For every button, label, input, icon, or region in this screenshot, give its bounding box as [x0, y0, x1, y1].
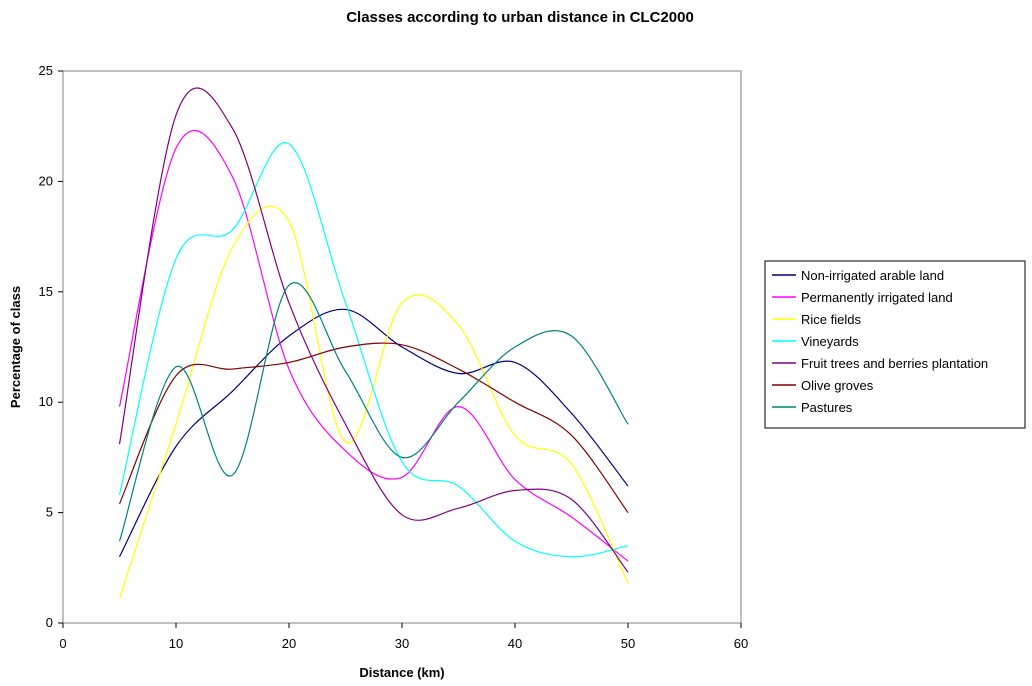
series-line-fruit-trees-and-berries-plantation [118, 87, 629, 573]
y-tick-label: 0 [46, 615, 53, 630]
series-line-pastures [118, 282, 629, 542]
y-tick-label: 5 [46, 505, 53, 520]
y-tick-label: 10 [39, 394, 53, 409]
legend-label-vineyards: Vineyards [801, 334, 859, 349]
series-line-vineyards [118, 142, 629, 558]
x-tick-label: 30 [395, 636, 409, 651]
legend-label-fruit-trees-and-berries-plantation: Fruit trees and berries plantation [801, 356, 988, 371]
x-tick-label: 50 [621, 636, 635, 651]
x-axis: 0 10 20 30 40 50 60 [59, 623, 748, 651]
series-line-rice-fields [118, 205, 629, 599]
y-tick-label: 15 [39, 284, 53, 299]
series-lines [118, 87, 629, 599]
y-tick-label: 25 [39, 63, 53, 78]
x-tick-label: 10 [169, 636, 183, 651]
x-tick-label: 20 [282, 636, 296, 651]
x-tick-label: 40 [508, 636, 522, 651]
legend-label-pastures: Pastures [801, 400, 853, 415]
legend-label-rice-fields: Rice fields [801, 312, 861, 327]
y-axis-title: Percentage of class [8, 286, 23, 408]
chart-title: Classes according to urban distance in C… [346, 9, 694, 26]
legend-label-permanently-irrigated-land: Permanently irrigated land [801, 290, 953, 305]
series-line-permanently-irrigated-land [118, 130, 629, 562]
x-axis-title: Distance (km) [359, 665, 444, 680]
legend-label-olive-groves: Olive groves [801, 378, 874, 393]
y-axis: 0 5 10 15 20 25 [39, 63, 63, 630]
x-tick-label: 0 [59, 636, 66, 651]
y-tick-label: 20 [39, 173, 53, 188]
legend-box [764, 260, 1026, 429]
legend: Non-irrigated arable land Permanently irr… [764, 260, 1026, 429]
legend-label-non-irrigated-arable-land: Non-irrigated arable land [801, 268, 944, 283]
series-line-non-irrigated-arable-land [118, 308, 629, 558]
series-line-olive-groves [118, 342, 629, 513]
x-tick-label: 60 [734, 636, 748, 651]
